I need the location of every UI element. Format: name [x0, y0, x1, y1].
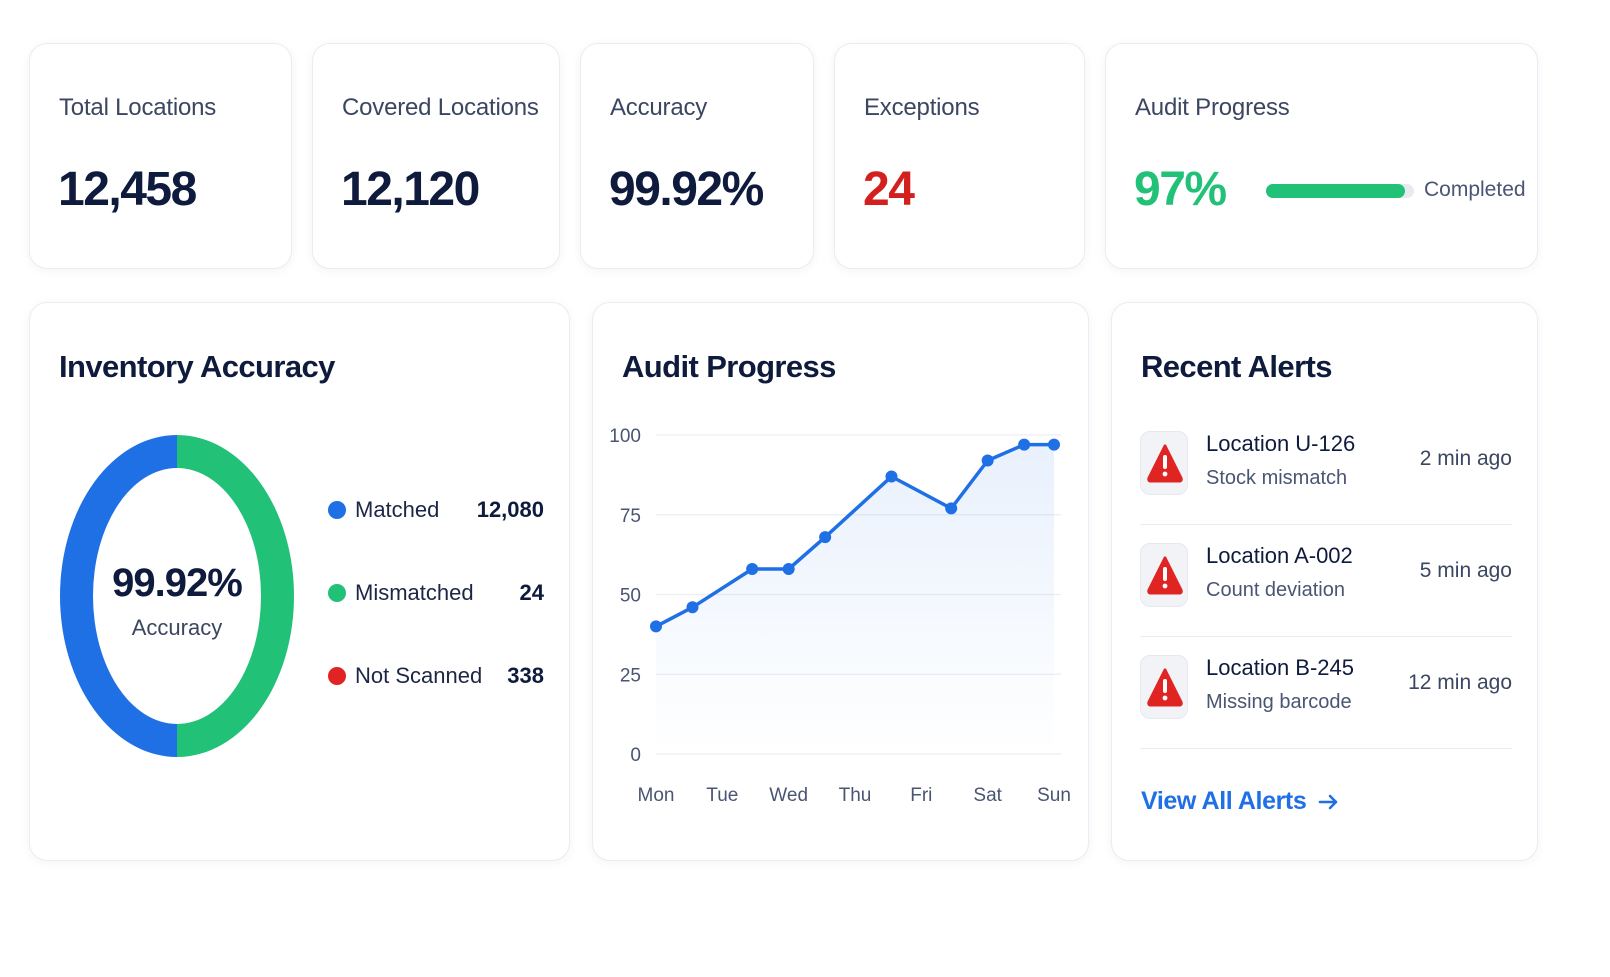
- y-tick-label: 75: [620, 506, 641, 527]
- panel-title: Recent Alerts: [1141, 349, 1333, 384]
- audit-progress-panel: Audit Progress 0 25 50 75 100 Mon Tue Wed Thu Fri…: [592, 302, 1089, 861]
- y-tick-label: 50: [620, 586, 641, 607]
- donut-center-value: 99.92%: [112, 561, 243, 605]
- inventory-accuracy-panel: Inventory Accuracy 99.92% Accuracy Match…: [29, 302, 570, 861]
- alert-item[interactable]: Location A-002 Count deviation 5 min ago: [1140, 525, 1512, 637]
- data-point: [981, 454, 994, 467]
- warning-triangle-icon: [1140, 543, 1188, 607]
- warning-triangle-icon: [1140, 431, 1188, 495]
- alert-item[interactable]: Location B-245 Missing barcode 12 min ag…: [1140, 637, 1512, 749]
- legend-value: 24: [519, 580, 544, 605]
- audit-progress-caption: Completed: [1424, 178, 1526, 201]
- legend-value: 12,080: [476, 497, 544, 522]
- alert-detail: Count deviation: [1206, 579, 1345, 601]
- legend-item-mismatched: Mismatched 24: [328, 578, 544, 608]
- data-point: [885, 470, 898, 483]
- kpi-value: 99.92%: [609, 163, 764, 216]
- x-tick-label: Fri: [910, 785, 932, 806]
- data-point: [945, 502, 958, 515]
- data-point: [1018, 438, 1031, 451]
- kpi-label: Exceptions: [864, 94, 980, 121]
- kpi-card-covered-locations: Covered Locations 12,120: [312, 43, 560, 269]
- legend-item-matched: Matched 12,080: [328, 495, 544, 525]
- data-point: [819, 531, 832, 544]
- arrow-right-icon: [1319, 794, 1338, 809]
- kpi-card-total-locations: Total Locations 12,458: [29, 43, 292, 269]
- legend-label: Mismatched: [355, 580, 474, 605]
- x-tick-label: Sun: [1037, 785, 1071, 806]
- alert-time: 5 min ago: [1419, 559, 1512, 582]
- kpi-label: Covered Locations: [342, 94, 539, 121]
- audit-progress-bar: [1266, 184, 1414, 198]
- warning-triangle-icon: [1140, 655, 1188, 719]
- y-tick-label: 100: [609, 426, 641, 447]
- donut-center-label: Accuracy: [131, 615, 223, 640]
- audit-progress-bar-fill: [1266, 184, 1406, 198]
- recent-alerts-panel: Recent Alerts Location U-126 Stock misma…: [1111, 302, 1538, 861]
- kpi-label: Total Locations: [59, 94, 217, 121]
- green-dot-icon: [328, 584, 346, 602]
- kpi-label: Accuracy: [610, 94, 708, 121]
- divider: [1140, 636, 1512, 637]
- alert-time: 2 min ago: [1419, 447, 1512, 470]
- kpi-label: Audit Progress: [1135, 94, 1290, 121]
- kpi-card-exceptions: Exceptions 24: [834, 43, 1085, 269]
- data-point: [686, 601, 699, 614]
- audit-line-chart: 0 25 50 75 100 Mon Tue Wed Thu Fri Sat Sun: [609, 426, 1071, 806]
- divider: [1140, 524, 1512, 525]
- kpi-value-exceptions: 24: [863, 163, 915, 216]
- donut-chart: [60, 435, 294, 757]
- x-tick-label: Wed: [769, 785, 808, 806]
- kpi-card-audit-progress: Audit Progress 97% Completed: [1105, 43, 1538, 269]
- x-tick-label: Sat: [973, 785, 1002, 806]
- alert-title: Location U-126: [1206, 431, 1356, 456]
- panel-title: Inventory Accuracy: [59, 349, 335, 384]
- data-point: [650, 620, 662, 633]
- alert-item[interactable]: Location U-126 Stock mismatch 2 min ago: [1140, 413, 1512, 525]
- kpi-value: 12,120: [341, 163, 480, 216]
- kpi-card-accuracy: Accuracy 99.92%: [580, 43, 814, 269]
- alert-title: Location A-002: [1206, 543, 1353, 568]
- alert-time: 12 min ago: [1408, 671, 1512, 694]
- donut-segment-matched: [60, 435, 177, 757]
- alert-title: Location B-245: [1206, 655, 1354, 680]
- legend-label: Matched: [355, 497, 440, 522]
- data-point: [746, 562, 759, 575]
- red-dot-icon: [328, 667, 346, 685]
- kpi-value-audit-progress: 97%: [1134, 163, 1227, 216]
- data-point: [1048, 438, 1060, 451]
- donut-segment-mismatched: [177, 435, 294, 757]
- alert-detail: Stock mismatch: [1206, 467, 1348, 489]
- kpi-value: 12,458: [58, 163, 197, 216]
- divider: [1140, 748, 1512, 749]
- x-tick-label: Tue: [706, 785, 738, 806]
- legend-item-not-scanned: Not Scanned 338: [328, 661, 544, 691]
- blue-dot-icon: [328, 501, 346, 519]
- y-tick-label: 0: [630, 745, 641, 766]
- legend-label: Not Scanned: [355, 663, 483, 688]
- series-area: [656, 444, 1054, 754]
- x-tick-label: Mon: [638, 785, 675, 806]
- panel-title: Audit Progress: [622, 349, 836, 384]
- view-all-alerts-link[interactable]: View All Alerts: [1141, 787, 1340, 816]
- series-line: [654, 442, 1056, 629]
- view-all-alerts-label: View All Alerts: [1141, 787, 1307, 815]
- legend-value: 338: [507, 663, 544, 688]
- y-tick-label: 25: [620, 665, 641, 686]
- data-point: [782, 562, 795, 575]
- x-tick-label: Thu: [839, 785, 872, 806]
- alert-detail: Missing barcode: [1206, 691, 1352, 713]
